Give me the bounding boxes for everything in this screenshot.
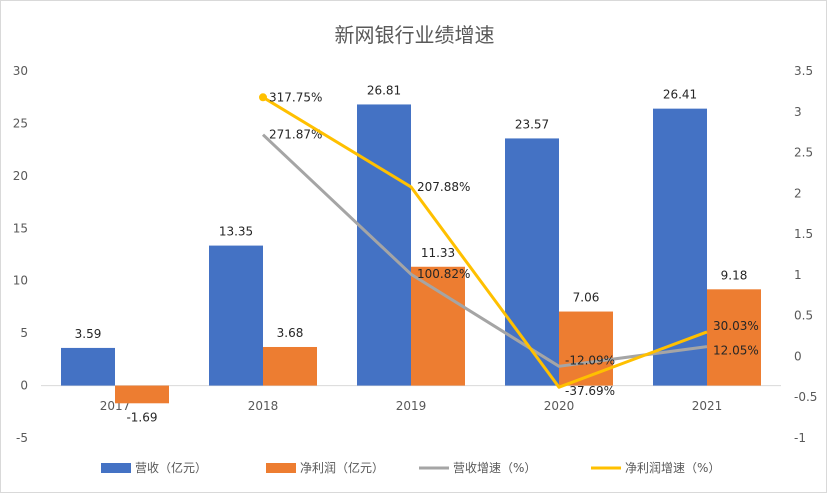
bar-data-label: 9.18: [721, 268, 748, 282]
legend-label: 营收增速（%）: [453, 461, 536, 475]
y-right-tick-label: 3.5: [794, 64, 813, 78]
bar: [263, 346, 317, 386]
series-line: [262, 96, 708, 389]
bar: [707, 289, 761, 386]
bar-data-label: 23.57: [515, 117, 549, 131]
y-left-tick-label: 25: [13, 116, 28, 130]
line-data-label: -37.69%: [565, 384, 615, 398]
y-right-tick-label: -0.5: [794, 390, 817, 404]
legend-label: 净利润增速（%）: [625, 461, 720, 475]
bar-data-label: 3.59: [75, 327, 102, 341]
legend-swatch: [101, 463, 131, 473]
bar-data-label: -1.69: [126, 410, 157, 424]
y-right-tick-label: 0.5: [794, 309, 813, 323]
y-right-tick-label: 1: [794, 268, 802, 282]
legend-label: 营收（亿元）: [135, 460, 207, 475]
bar-data-label: 3.68: [277, 326, 304, 340]
x-tick-label: 2018: [248, 399, 279, 413]
y-left-tick-label: 30: [13, 64, 28, 78]
line-data-label: 207.88%: [417, 180, 470, 194]
bar-data-label: 26.41: [663, 88, 697, 102]
line-data-label: 271.87%: [269, 128, 322, 142]
bar: [357, 104, 411, 386]
line-data-label: -12.09%: [565, 353, 615, 367]
series-line: [261, 133, 708, 368]
x-tick-label: 2019: [396, 399, 427, 413]
bar-data-label: 13.35: [219, 225, 253, 239]
x-tick-label: 2020: [544, 399, 575, 413]
line-data-label: 30.03%: [713, 319, 759, 333]
bar-data-label: 7.06: [573, 291, 600, 305]
bar: [411, 266, 465, 386]
bar: [61, 347, 115, 386]
y-right-tick-label: -1: [794, 431, 806, 445]
y-left-tick-label: 15: [13, 221, 28, 235]
line-data-label: 317.75%: [269, 90, 322, 104]
line-data-label: 100.82%: [417, 267, 470, 281]
y-right-tick-label: 1.5: [794, 227, 813, 241]
y-left-tick-label: 5: [20, 326, 28, 340]
bar: [115, 385, 169, 404]
bar: [559, 311, 613, 386]
y-left-tick-label: 0: [20, 379, 28, 393]
y-left-tick-label: 10: [13, 274, 28, 288]
bar: [505, 138, 559, 386]
y-left-tick-label: 20: [13, 169, 28, 183]
y-right-tick-label: 2.5: [794, 146, 813, 160]
line-data-label: 12.05%: [713, 344, 759, 358]
y-right-tick-label: 2: [794, 186, 802, 200]
y-left-tick-label: -5: [16, 431, 28, 445]
x-tick-label: 2021: [692, 399, 723, 413]
bar-data-label: 11.33: [421, 246, 455, 260]
bar: [209, 245, 263, 386]
bar-data-label: 26.81: [367, 83, 401, 97]
bar: [653, 108, 707, 386]
chart-title: 新网银行业绩增速: [334, 23, 495, 47]
legend-label: 净利润（亿元）: [300, 460, 384, 475]
line-point: [259, 93, 267, 102]
y-right-tick-label: 3: [794, 105, 802, 119]
legend-swatch: [266, 463, 296, 473]
y-right-tick-label: 0: [794, 349, 802, 363]
